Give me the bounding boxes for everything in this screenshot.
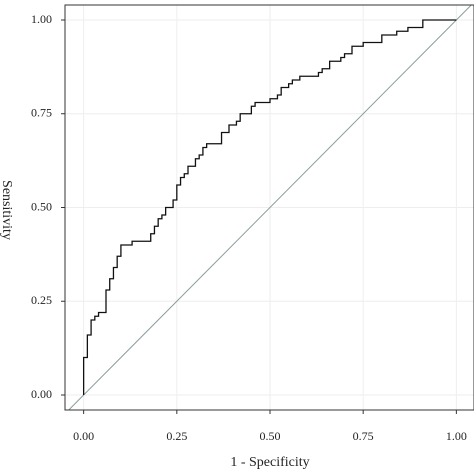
x-tick-label: 0.25 (166, 429, 187, 443)
x-tick-label: 0.75 (353, 429, 374, 443)
y-axis-title: Sensitivity (0, 180, 14, 240)
y-tick-label: 0.25 (31, 293, 52, 307)
y-tick-label: 0.75 (31, 106, 52, 120)
x-axis-title: 1 - Specificity (230, 455, 309, 470)
plot-frame (64, 4, 474, 411)
diagonal (68, 4, 472, 411)
x-tick-label: 0.50 (260, 429, 281, 443)
x-tick-label: 1.00 (446, 429, 467, 443)
y-tick-label: 1.00 (31, 12, 52, 26)
y-tick-label: 0.50 (31, 199, 52, 213)
x-tick-label: 0.00 (73, 429, 94, 443)
roc-curve (82, 19, 457, 395)
y-tick-label: 0.00 (31, 387, 52, 401)
